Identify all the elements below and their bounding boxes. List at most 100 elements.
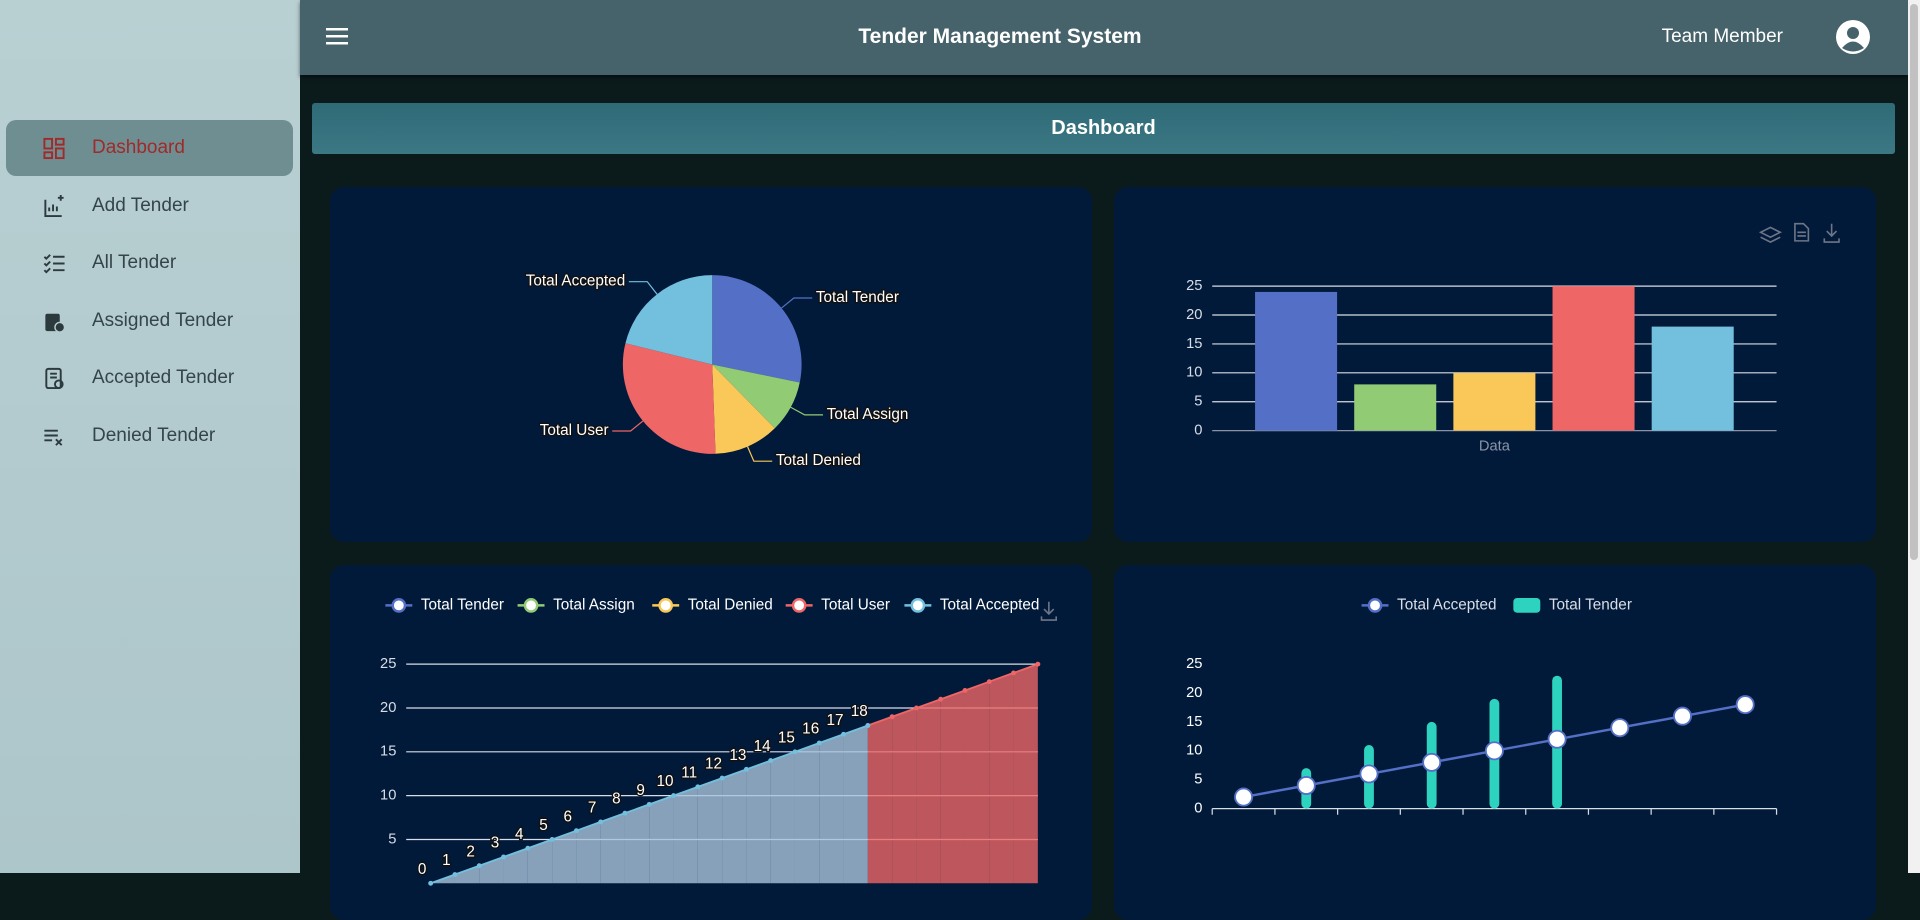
legend-label: Total Accepted: [940, 596, 1040, 613]
pie-label: Total Accepted: [526, 273, 626, 290]
point: [719, 775, 725, 781]
point: [501, 854, 506, 860]
line-segment: [576, 821, 601, 832]
legend-marker: [1513, 598, 1541, 613]
pie-label: Total Denied: [776, 452, 861, 469]
y-tick-label: 25: [380, 656, 396, 672]
y-tick-label: 20: [380, 700, 396, 716]
nav-label: All Tender: [92, 252, 177, 273]
line-segment: [478, 856, 504, 867]
line-segment: [697, 777, 723, 788]
area-segment: [649, 795, 674, 884]
line-segment: [818, 733, 844, 744]
bar: [1354, 384, 1437, 431]
area-segment: [722, 769, 747, 884]
area-segment: [916, 699, 941, 884]
area-segment: [552, 830, 577, 884]
leader-line: [628, 281, 658, 295]
nav-item[interactable]: Add Tender: [6, 178, 293, 234]
point: [1735, 695, 1755, 715]
line-segment: [867, 715, 893, 727]
nav-icon: [45, 367, 64, 390]
area-segment: [624, 804, 650, 884]
line-card: Total Tender Total Assign Total Denied Tota…: [330, 565, 1092, 920]
data-label: 10: [656, 773, 673, 790]
leader-line: [781, 297, 813, 309]
menu-button[interactable]: [325, 26, 351, 48]
scroll-thumb[interactable]: [1910, 4, 1918, 560]
chart: Total Tender Total Assign Total Denied Tota…: [380, 596, 1058, 886]
point: [743, 766, 749, 772]
area-segment: [989, 672, 1014, 884]
bar: [1552, 286, 1635, 431]
point: [913, 705, 919, 711]
data-label: 5: [539, 817, 548, 834]
data-label: 2: [466, 843, 475, 860]
y-tick-label: 20: [1186, 685, 1202, 701]
pie-slice: [712, 364, 800, 429]
point: [938, 696, 944, 702]
data-label: 17: [826, 712, 843, 729]
avatar[interactable]: [1835, 19, 1871, 55]
line-segment: [964, 680, 990, 692]
line-segment: [916, 698, 942, 709]
bar-card: 0 5 10 15 20 25 Data: [1114, 187, 1876, 542]
pie-slice: [625, 275, 713, 365]
point: [1422, 752, 1442, 772]
y-tick-label: 10: [1186, 743, 1202, 759]
download-icon: [1040, 601, 1058, 621]
data-label: 7: [588, 800, 597, 817]
data-label: 1: [442, 852, 451, 869]
legend-marker: [391, 598, 407, 613]
point: [792, 749, 798, 755]
area-segment: [1013, 664, 1038, 884]
x-tick-label: Data: [1479, 438, 1511, 454]
user-name[interactable]: Team Member: [1661, 26, 1783, 47]
nav-label: Accepted Tender: [92, 367, 235, 388]
data-label: 18: [851, 703, 868, 720]
data-label: 16: [802, 721, 819, 738]
y-tick-label: 15: [1186, 336, 1202, 352]
point: [646, 801, 652, 807]
line-segment: [843, 724, 869, 736]
page-title: Dashboard: [312, 103, 1895, 154]
legend-label: Total Assign: [553, 596, 635, 613]
line-segment: [1013, 663, 1039, 674]
area-segment: [964, 681, 990, 884]
nav-item[interactable]: Accepted Tender: [6, 350, 293, 406]
mixed-card: Total Accepted Total Tender 0 5 10 15 20 25: [1114, 565, 1876, 920]
scrollbar[interactable]: [1908, 0, 1920, 873]
area-segment: [940, 690, 965, 884]
line-segment: [988, 672, 1014, 683]
point: [768, 758, 774, 764]
nav-label: Assigned Tender: [92, 310, 234, 331]
y-tick-label: 15: [380, 744, 396, 760]
point: [841, 731, 846, 737]
point: [1673, 706, 1692, 726]
legend-marker: [1367, 598, 1383, 613]
nav-item[interactable]: Assigned Tender: [6, 293, 293, 349]
data-label: 8: [612, 791, 621, 808]
y-tick-label: 25: [1186, 656, 1202, 672]
legend-label: Total Denied: [688, 596, 773, 613]
nav-label: Dashboard: [92, 137, 185, 158]
area-segment: [576, 821, 601, 884]
point: [1011, 670, 1017, 676]
pie-label: Total User: [540, 422, 609, 439]
nav-item[interactable]: Denied Tender: [6, 408, 293, 464]
pie-card: Total Tender Total Assign Total Denied Tota…: [330, 187, 1092, 542]
pie-label: Total Assign: [827, 406, 909, 423]
app-title: Tender Management System: [858, 25, 1142, 48]
y-tick-label: 5: [1194, 772, 1202, 788]
nav-item[interactable]: All Tender: [6, 235, 293, 291]
point: [1484, 741, 1504, 761]
leader-line: [747, 446, 773, 462]
line-segment: [600, 812, 626, 823]
data-label: 6: [564, 808, 573, 825]
point: [962, 688, 968, 693]
pie-slice: [712, 364, 775, 454]
sidebar: Dashboard Add Tender All Tender Assigned Te…: [0, 0, 300, 873]
nav-item[interactable]: Dashboard: [6, 120, 293, 176]
chart: Total Accepted Total Tender 0 5 10 15 20 25: [1186, 596, 1778, 816]
legend-marker: [523, 598, 539, 613]
